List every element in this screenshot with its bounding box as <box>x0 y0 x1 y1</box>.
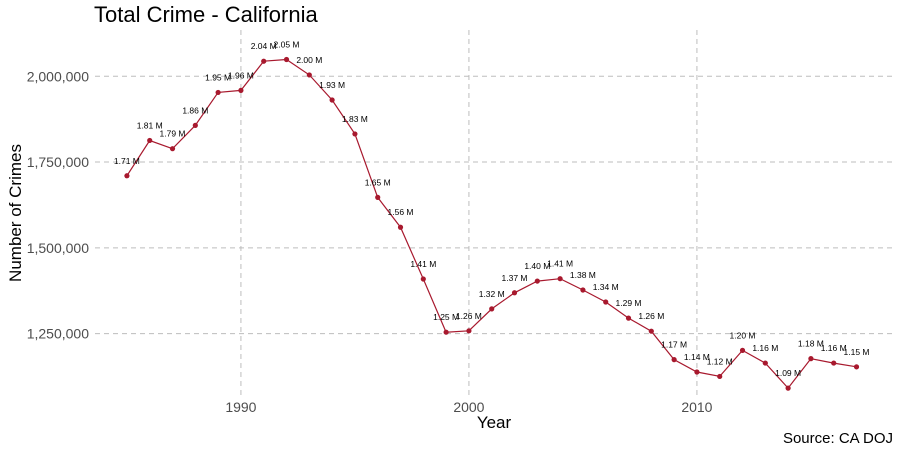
data-label: 1.37 M <box>502 273 528 283</box>
data-label: 1.29 M <box>616 298 642 308</box>
data-point <box>306 72 312 78</box>
data-label: 1.83 M <box>342 114 368 124</box>
data-point <box>147 137 153 144</box>
x-tick-label: 1990 <box>225 399 256 415</box>
data-label: 2.04 M <box>251 41 277 51</box>
data-point <box>671 357 677 363</box>
data-point <box>717 373 723 380</box>
data-label: 1.25 M <box>433 312 459 322</box>
data-label: 1.65 M <box>365 177 391 187</box>
y-tick-label: 1,500,000 <box>27 240 89 256</box>
data-point <box>466 328 472 334</box>
data-point <box>375 194 381 200</box>
data-label: 1.09 M <box>775 368 801 378</box>
data-point <box>808 356 814 362</box>
data-label: 1.26 M <box>456 311 482 321</box>
x-tick-label: 2010 <box>681 399 712 415</box>
data-point <box>557 276 563 282</box>
data-point <box>534 278 540 284</box>
data-label: 1.40 M <box>524 261 550 271</box>
data-label: 1.93 M <box>319 80 345 90</box>
data-label: 1.18 M <box>798 339 824 349</box>
data-label: 1.34 M <box>593 282 619 292</box>
data-point <box>853 364 860 370</box>
data-point <box>648 328 654 334</box>
data-label: 1.86 M <box>182 105 208 115</box>
data-label: 1.96 M <box>228 70 254 80</box>
data-label: 1.12 M <box>707 356 733 366</box>
data-label: 1.32 M <box>479 289 505 299</box>
y-tick-label: 1,250,000 <box>27 326 89 342</box>
data-label: 1.41 M <box>547 259 573 269</box>
data-label: 1.20 M <box>730 330 756 340</box>
data-label: 1.14 M <box>684 352 710 362</box>
data-label: 1.38 M <box>570 270 596 280</box>
data-point <box>420 276 426 282</box>
chart-title: Total Crime - California <box>94 2 318 27</box>
data-point <box>329 97 335 103</box>
data-point <box>739 347 746 353</box>
data-point <box>694 369 700 375</box>
data-point <box>489 306 495 312</box>
source-caption: Source: CA DOJ <box>782 430 893 447</box>
y-axis-title: Number of Crimes <box>6 144 25 282</box>
x-tick-label: 2000 <box>453 399 484 415</box>
data-label: 1.79 M <box>160 129 186 139</box>
data-point <box>192 122 198 128</box>
data-point <box>124 173 130 179</box>
data-label: 1.17 M <box>661 340 687 350</box>
x-axis-title: Year <box>477 413 512 432</box>
data-label: 1.16 M <box>752 343 778 353</box>
data-point <box>511 290 518 296</box>
data-point <box>580 287 586 293</box>
data-label: 1.16 M <box>821 343 847 353</box>
data-label: 2.05 M <box>274 39 300 49</box>
data-point <box>603 299 609 305</box>
y-tick-label: 2,000,000 <box>27 68 89 84</box>
data-label: 1.26 M <box>638 311 664 321</box>
data-label: 1.81 M <box>137 120 163 130</box>
y-tick-label: 1,750,000 <box>27 154 89 170</box>
data-point <box>625 315 632 321</box>
data-label: 1.95 M <box>205 72 231 82</box>
data-label: 1.41 M <box>410 259 436 269</box>
data-label: 2.00 M <box>296 55 322 65</box>
data-label: 1.15 M <box>844 347 870 357</box>
data-point <box>283 56 290 63</box>
data-point <box>169 146 176 152</box>
data-point <box>238 87 244 93</box>
data-point <box>785 385 791 391</box>
data-point <box>762 360 768 366</box>
data-label: 1.56 M <box>388 207 414 217</box>
data-point <box>831 360 837 366</box>
data-point <box>261 58 267 64</box>
data-point <box>443 329 449 335</box>
data-label: 1.71 M <box>114 156 140 166</box>
data-point <box>352 131 358 137</box>
data-point <box>397 224 404 230</box>
data-point <box>215 89 221 96</box>
